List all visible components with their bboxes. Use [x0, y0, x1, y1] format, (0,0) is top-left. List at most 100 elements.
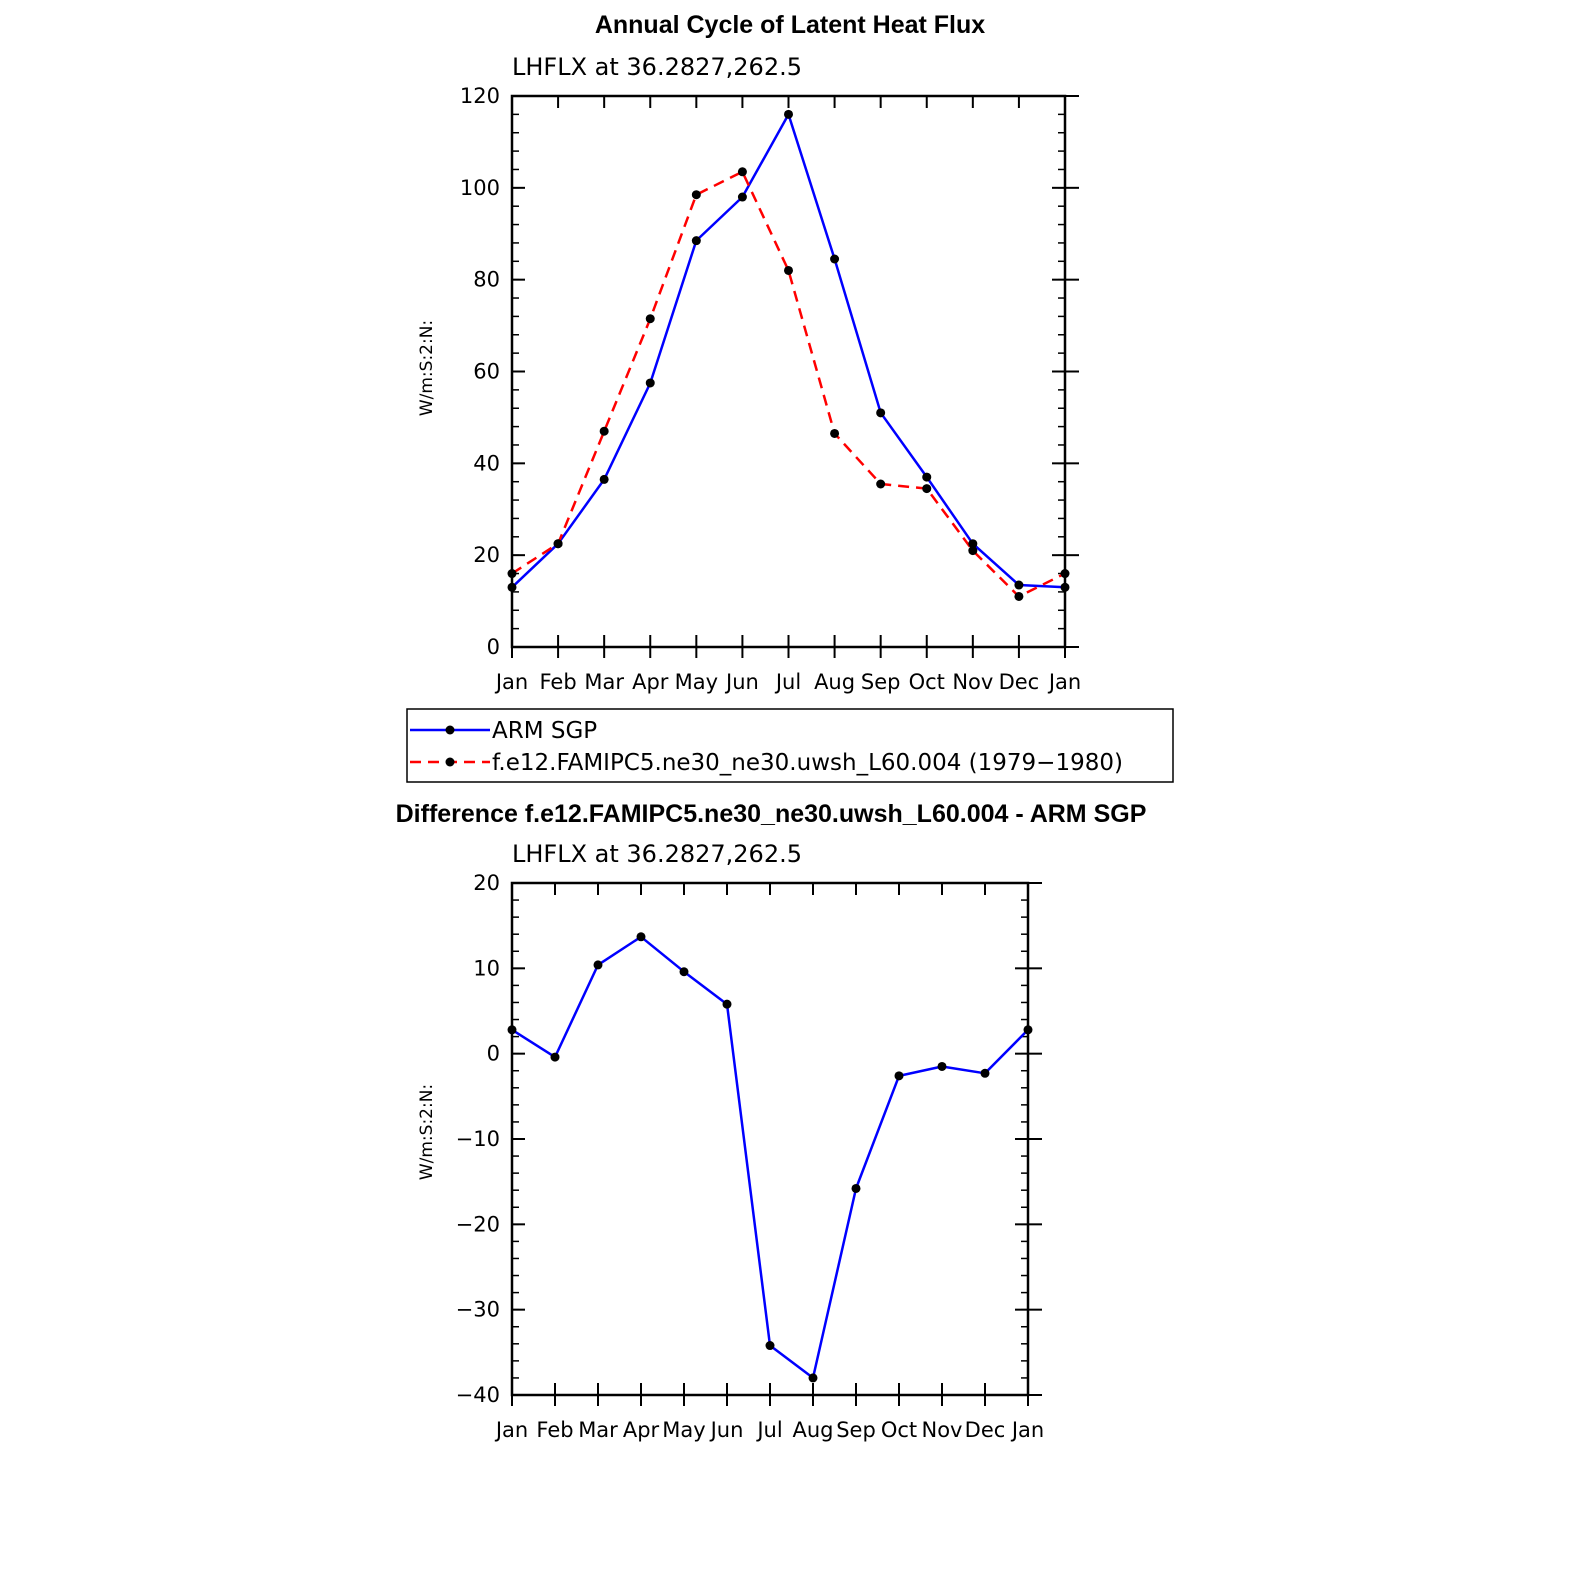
series-lines: [511, 935, 1029, 1380]
data-point: [679, 967, 689, 977]
data-point: [553, 539, 563, 549]
difference-chart: Difference f.e12.FAMIPC5.ne30_ne30.uwsh_…: [396, 800, 1147, 1442]
y-tick-label: 20: [473, 871, 500, 895]
data-point: [691, 190, 701, 200]
series-line-0: [511, 113, 1066, 589]
chart-title: Annual Cycle of Latent Heat Flux: [595, 11, 985, 39]
legend-box: [406, 708, 1174, 783]
plot-frame: [510, 881, 1030, 1397]
series-lines: [511, 113, 1066, 598]
x-tick-label: Apr: [632, 670, 669, 694]
plot-frame: [510, 94, 1067, 649]
data-point: [830, 254, 840, 264]
data-point: [593, 960, 603, 970]
x-tick-label: Dec: [965, 1418, 1006, 1442]
data-point: [922, 472, 932, 482]
data-point: [722, 999, 732, 1009]
x-tick-label: Nov: [922, 1418, 963, 1442]
series-line-1: [511, 170, 1066, 598]
chart-title: Difference f.e12.FAMIPC5.ne30_ne30.uwsh_…: [396, 800, 1147, 828]
y-axis-label: W/m:S:2:N:: [417, 1084, 437, 1180]
data-point: [876, 408, 886, 418]
x-tick-label: Mar: [578, 1418, 618, 1442]
y-tick-label: −30: [456, 1298, 500, 1322]
legend-marker-model: [445, 757, 455, 767]
x-tick-label: Jan: [1010, 1418, 1044, 1442]
data-point: [808, 1373, 818, 1383]
data-point: [636, 932, 646, 942]
x-tick-label: Feb: [536, 1418, 573, 1442]
x-tick-label: Mar: [584, 670, 624, 694]
x-tick-label: May: [675, 670, 718, 694]
y-tick-label: 0: [487, 635, 500, 659]
tick-labels: −40 −30 −20 −10 0 10 20 Jan Feb Mar Apr May Jun Jul Au…: [456, 871, 1045, 1442]
data-point: [550, 1052, 560, 1062]
x-tick-label: Jul: [774, 670, 801, 694]
data-point: [691, 236, 701, 246]
x-tick-label: Feb: [539, 670, 576, 694]
y-axis-label: W/m:S:2:N:: [417, 320, 437, 416]
y-tick-label: 120: [460, 84, 500, 108]
tick-labels: 0 20 40 60 80 100 120 Jan Feb Mar Apr May Jun Jul Aug S…: [460, 84, 1081, 694]
y-tick-label: 40: [473, 451, 500, 475]
series-points: [507, 109, 1070, 601]
data-point: [645, 378, 655, 388]
chart-subtitle: LHFLX at 36.2827,262.5: [512, 840, 802, 868]
series-points: [507, 932, 1033, 1383]
x-tick-label: Apr: [623, 1418, 660, 1442]
data-point: [937, 1061, 947, 1071]
x-tick-label: May: [662, 1418, 705, 1442]
x-tick-label: Oct: [909, 670, 945, 694]
x-tick-label: Jan: [494, 670, 528, 694]
legend: ARM SGP f.e12.FAMIPC5.ne30_ne30.uwsh_L60…: [406, 708, 1174, 783]
y-tick-label: 80: [473, 268, 500, 292]
annual-cycle-chart: Annual Cycle of Latent Heat Flux LHFLX a…: [417, 11, 1081, 694]
series-line-0: [511, 935, 1029, 1380]
data-point: [894, 1071, 904, 1081]
data-point: [968, 539, 978, 549]
data-point: [599, 474, 609, 484]
data-point: [830, 428, 840, 438]
x-tick-label: Aug: [814, 670, 855, 694]
data-point: [784, 109, 793, 119]
x-tick-label: Dec: [999, 670, 1040, 694]
y-tick-label: −20: [456, 1212, 500, 1236]
x-tick-label: Sep: [836, 1418, 876, 1442]
x-tick-label: Jun: [709, 1418, 744, 1442]
x-tick-label: Aug: [792, 1418, 833, 1442]
axis-ticks: [511, 95, 1079, 658]
data-point: [980, 1068, 990, 1078]
data-point: [737, 192, 747, 202]
data-point: [922, 484, 932, 494]
data-point: [1014, 591, 1024, 601]
x-tick-label: Jul: [755, 1418, 782, 1442]
y-tick-label: −40: [456, 1383, 500, 1407]
y-tick-label: 10: [473, 956, 500, 980]
x-tick-label: Jan: [494, 1418, 528, 1442]
legend-label-arm: ARM SGP: [492, 718, 597, 744]
y-tick-label: 100: [460, 176, 500, 200]
data-point: [1014, 580, 1024, 590]
data-point: [645, 314, 655, 324]
x-tick-label: Nov: [952, 670, 993, 694]
y-tick-label: 60: [473, 360, 500, 384]
data-point: [968, 546, 978, 556]
data-point: [765, 1341, 775, 1351]
y-tick-label: −10: [456, 1127, 500, 1151]
data-point: [876, 479, 886, 489]
axis-ticks: [511, 882, 1042, 1406]
legend-label-model: f.e12.FAMIPC5.ne30_ne30.uwsh_L60.004 (19…: [492, 750, 1123, 776]
y-tick-label: 20: [473, 543, 500, 567]
data-point: [599, 426, 609, 436]
x-tick-label: Oct: [881, 1418, 917, 1442]
x-tick-label: Jun: [724, 670, 759, 694]
x-tick-label: Sep: [861, 670, 901, 694]
data-point: [784, 265, 793, 275]
data-point: [851, 1183, 861, 1193]
data-point: [737, 167, 747, 177]
x-tick-label: Jan: [1047, 670, 1081, 694]
chart-subtitle: LHFLX at 36.2827,262.5: [512, 53, 802, 81]
y-tick-label: 0: [487, 1042, 500, 1066]
legend-marker-arm: [445, 725, 455, 735]
